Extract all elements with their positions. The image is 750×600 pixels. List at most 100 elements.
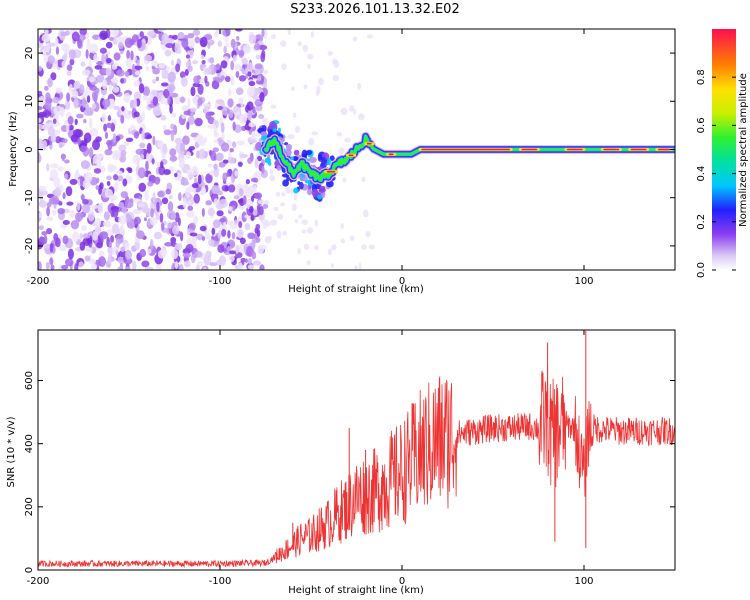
noise-blob	[198, 148, 206, 160]
noise-blob	[150, 60, 159, 67]
noise-blob	[233, 219, 239, 224]
noise-blob	[224, 75, 231, 83]
x-tick-label: 0	[399, 276, 405, 287]
noise-blob	[83, 109, 93, 116]
noise-blob	[93, 53, 99, 63]
noise-blob	[227, 206, 233, 212]
noise-blob	[297, 247, 301, 255]
noise-blob	[137, 202, 144, 208]
noise-blob	[146, 96, 151, 106]
noise-blob	[104, 188, 114, 198]
noise-blob	[165, 188, 172, 195]
noise-blob	[46, 42, 50, 53]
noise-blob	[122, 178, 128, 187]
noise-blob	[211, 184, 221, 195]
noise-blob	[184, 68, 189, 76]
noise-blob	[301, 219, 308, 225]
noise-blob	[225, 42, 230, 48]
noise-blob	[169, 148, 177, 157]
noise-blob	[66, 64, 73, 71]
noise-blob	[254, 192, 263, 200]
noise-blob	[104, 131, 109, 139]
noise-blob	[127, 110, 132, 115]
noise-blob	[103, 211, 110, 221]
noise-blob	[180, 76, 188, 87]
signal-blob	[326, 157, 332, 166]
noise-blob	[247, 109, 253, 121]
noise-blob	[45, 261, 50, 270]
noise-blob	[188, 222, 196, 231]
noise-blob	[303, 243, 310, 250]
noise-blob	[175, 63, 181, 73]
noise-blob	[281, 63, 287, 71]
snr-x-ticks: -200 -100 0 100	[27, 330, 594, 587]
noise-blob	[120, 191, 129, 199]
noise-blob	[68, 83, 73, 93]
noise-blob	[61, 60, 66, 68]
noise-blob	[134, 240, 140, 251]
noise-blob	[123, 140, 130, 147]
noise-blob	[59, 106, 65, 117]
noise-blob	[77, 38, 83, 49]
noise-blob	[109, 98, 116, 108]
noise-blob	[125, 212, 130, 220]
noise-blob	[120, 114, 125, 124]
noise-blob	[276, 230, 282, 239]
noise-blob	[160, 161, 164, 169]
noise-blob	[123, 257, 133, 265]
noise-blob	[145, 65, 150, 72]
noise-blob	[217, 105, 224, 111]
signal-blob	[317, 194, 323, 200]
noise-blob	[153, 231, 163, 240]
noise-blob	[90, 263, 98, 270]
noise-blob	[184, 187, 191, 198]
noise-blob	[38, 261, 42, 270]
noise-blob	[220, 75, 225, 81]
noise-blob	[238, 188, 244, 197]
spectrogram-x-label: Height of straight line (km)	[288, 284, 424, 295]
noise-blob	[68, 49, 76, 60]
noise-blob	[358, 113, 365, 121]
noise-blob	[103, 221, 107, 227]
colorbar-tick-label: 0.0	[696, 262, 707, 278]
noise-blob	[113, 174, 119, 181]
noise-blob	[235, 244, 239, 255]
noise-blob	[361, 176, 366, 183]
noise-blob	[361, 244, 367, 251]
noise-blob	[54, 186, 62, 198]
noise-blob	[125, 58, 132, 68]
noise-blob	[232, 54, 237, 62]
noise-blob	[158, 62, 166, 69]
noise-blob	[111, 149, 121, 161]
noise-blob	[160, 222, 165, 231]
noise-blob	[178, 192, 182, 202]
noise-blob	[83, 118, 87, 124]
noise-blob	[50, 195, 60, 205]
snr-spikes	[292, 330, 587, 548]
noise-blob	[98, 256, 107, 267]
noise-blob	[54, 37, 59, 47]
noise-blob	[113, 105, 120, 110]
noise-blob	[132, 260, 137, 270]
noise-blob	[228, 255, 235, 262]
noise-blob	[229, 147, 234, 153]
noise-blob	[164, 241, 173, 247]
noise-blob	[357, 82, 362, 90]
noise-blob	[163, 88, 170, 99]
noise-blob	[144, 189, 149, 201]
noise-blob	[215, 120, 219, 129]
noise-blob	[251, 251, 257, 260]
noise-blob	[215, 99, 224, 104]
noise-blob	[230, 75, 235, 86]
noise-blob	[259, 264, 265, 270]
noise-blob	[96, 241, 103, 249]
noise-blob	[247, 264, 255, 270]
noise-blob	[170, 212, 177, 221]
spectrogram-y-label: Frequency (Hz)	[8, 111, 19, 187]
noise-blob	[119, 50, 124, 55]
noise-blob	[226, 245, 232, 256]
noise-blob	[156, 262, 162, 270]
noise-blob	[290, 86, 295, 91]
noise-blob	[45, 92, 51, 101]
noise-blob	[66, 201, 74, 206]
